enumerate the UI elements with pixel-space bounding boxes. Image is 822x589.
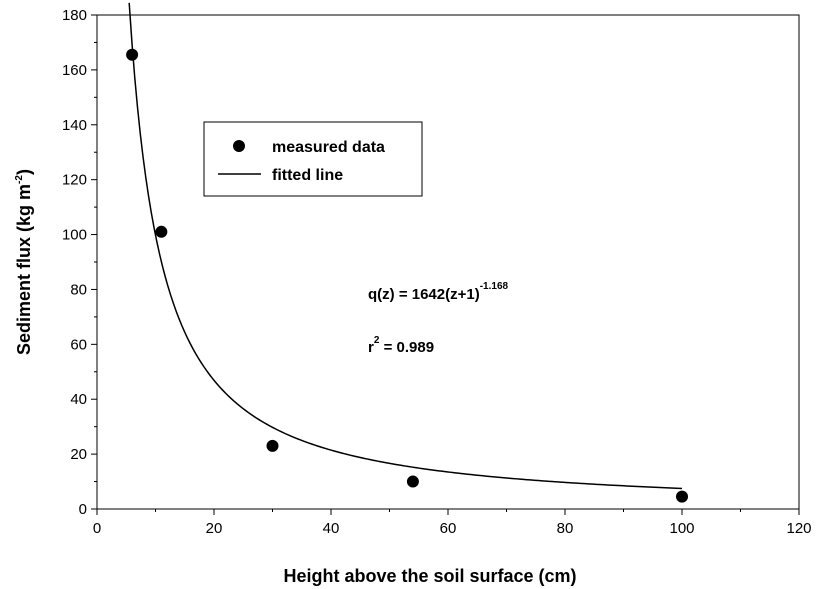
data-point <box>406 475 419 488</box>
y-tick-label: 80 <box>70 281 87 298</box>
x-tick-label: 100 <box>669 520 694 537</box>
legend: measured data fitted line <box>203 121 423 197</box>
x-tick-label: 80 <box>557 520 574 537</box>
legend-box <box>203 121 423 197</box>
y-axis: 0 20 40 60 80 100 120 140 160 180 <box>62 7 97 518</box>
legend-marker-measured <box>233 140 245 152</box>
data-point <box>266 439 279 452</box>
equation-annotation: q(z) = 1642(z+1)-1.168 <box>368 281 509 303</box>
y-tick-label: 160 <box>62 62 87 79</box>
r-squared-annotation: r2 = 0.989 <box>368 335 434 356</box>
y-tick-label: 0 <box>79 501 87 518</box>
y-tick-label: 100 <box>62 227 87 244</box>
data-point <box>155 225 168 238</box>
x-tick-label: 20 <box>206 520 223 537</box>
x-tick-label: 120 <box>786 520 811 537</box>
data-points <box>126 48 688 503</box>
x-tick-label: 0 <box>93 520 101 537</box>
fitted-line <box>128 2 683 490</box>
legend-label-measured: measured data <box>272 139 385 156</box>
y-tick-label: 180 <box>62 7 87 24</box>
data-point <box>676 490 688 503</box>
x-tick-label: 60 <box>440 520 457 537</box>
legend-label-fitted: fitted line <box>272 167 343 184</box>
data-point <box>126 48 139 61</box>
plot-area <box>96 14 800 510</box>
x-axis-title: Height above the soil surface (cm) <box>283 566 576 586</box>
y-tick-label: 40 <box>70 391 87 408</box>
y-tick-label: 60 <box>70 336 87 353</box>
y-tick-label: 140 <box>62 117 87 134</box>
y-tick-label: 120 <box>62 172 87 189</box>
y-axis-title: Sediment flux (kg m-2) <box>14 169 34 355</box>
y-tick-label: 20 <box>70 446 87 463</box>
x-axis: 0 20 40 60 80 100 120 <box>93 509 812 537</box>
x-tick-label: 40 <box>323 520 340 537</box>
